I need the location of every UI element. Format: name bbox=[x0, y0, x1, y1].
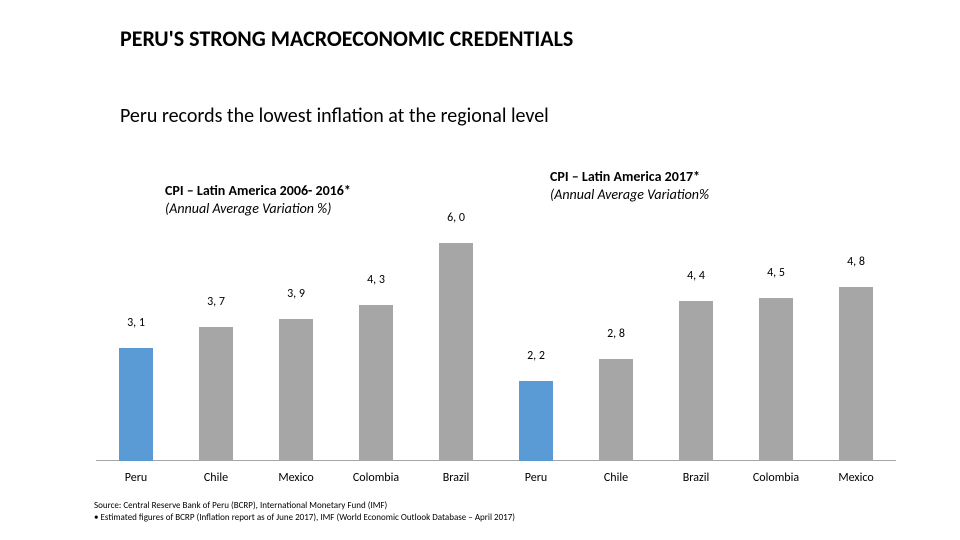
left-bar-chile bbox=[188, 327, 244, 461]
right-value-label: 4, 5 bbox=[748, 266, 804, 280]
source-note: Source: Central Reserve Bank of Peru (BC… bbox=[94, 500, 515, 523]
right-bar-mexico bbox=[828, 287, 884, 461]
left-bar-colombia bbox=[348, 305, 404, 461]
left-bar-rect bbox=[439, 243, 473, 461]
source-line2: Estimated figures of BCRP (Inflation rep… bbox=[94, 512, 515, 524]
slide: PERU'S STRONG MACROECONOMIC CREDENTIALS … bbox=[0, 0, 960, 540]
right-category-label: Chile bbox=[584, 471, 648, 485]
right-value-label: 4, 8 bbox=[828, 255, 884, 269]
left-value-label: 3, 1 bbox=[108, 316, 164, 330]
left-category-label: Brazil bbox=[424, 471, 488, 485]
right-bar-rect bbox=[839, 287, 873, 461]
page-title: PERU'S STRONG MACROECONOMIC CREDENTIALS bbox=[120, 26, 573, 52]
right-bar-rect bbox=[759, 298, 793, 461]
left-bar-mexico bbox=[268, 319, 324, 461]
left-chart-heading-line1: CPI – Latin America 2006- 2016* bbox=[165, 182, 351, 200]
right-category-label: Colombia bbox=[744, 471, 808, 485]
right-chart-heading: CPI – Latin America 2017* (Annual Averag… bbox=[550, 168, 709, 203]
left-bar-brazil bbox=[428, 243, 484, 461]
right-chart-heading-line1: CPI – Latin America 2017* bbox=[550, 168, 709, 186]
left-bar-rect bbox=[119, 348, 153, 461]
left-category-label: Mexico bbox=[264, 471, 328, 485]
left-value-label: 6, 0 bbox=[428, 211, 484, 225]
right-value-label: 4, 4 bbox=[668, 269, 724, 283]
left-category-label: Peru bbox=[104, 471, 168, 485]
left-chart-heading-line2: (Annual Average Variation %) bbox=[165, 200, 351, 218]
left-bar-rect bbox=[359, 305, 393, 461]
page-subtitle: Peru records the lowest inflation at the… bbox=[120, 104, 549, 129]
left-category-label: Colombia bbox=[344, 471, 408, 485]
left-bar-rect bbox=[279, 319, 313, 461]
right-bar-rect bbox=[599, 359, 633, 461]
right-bar-rect bbox=[679, 301, 713, 461]
right-category-label: Mexico bbox=[824, 471, 888, 485]
right-bar-chile bbox=[588, 359, 644, 461]
left-category-label: Chile bbox=[184, 471, 248, 485]
right-value-label: 2, 2 bbox=[508, 349, 564, 363]
right-category-label: Peru bbox=[504, 471, 568, 485]
right-bar-brazil bbox=[668, 301, 724, 461]
right-category-label: Brazil bbox=[664, 471, 728, 485]
right-value-label: 2, 8 bbox=[588, 327, 644, 341]
left-chart-heading: CPI – Latin America 2006- 2016* (Annual … bbox=[165, 182, 351, 217]
right-bar-peru bbox=[508, 381, 564, 461]
right-chart: 2, 2 Peru 2, 8 Chile 4, 4 Brazil 4, 5 Colombia 4… bbox=[496, 225, 896, 485]
source-line1: Source: Central Reserve Bank of Peru (BC… bbox=[94, 500, 515, 512]
left-bar-rect bbox=[199, 327, 233, 461]
right-bar-colombia bbox=[748, 298, 804, 461]
right-bar-rect bbox=[519, 381, 553, 461]
left-value-label: 3, 7 bbox=[188, 295, 244, 309]
right-chart-heading-line2: (Annual Average Variation% bbox=[550, 186, 709, 204]
left-value-label: 3, 9 bbox=[268, 287, 324, 301]
left-value-label: 4, 3 bbox=[348, 273, 404, 287]
left-bar-peru bbox=[108, 348, 164, 461]
left-chart: 3, 1Peru3, 7Chile3, 9Mexico4, 3Colombia6… bbox=[96, 225, 496, 485]
